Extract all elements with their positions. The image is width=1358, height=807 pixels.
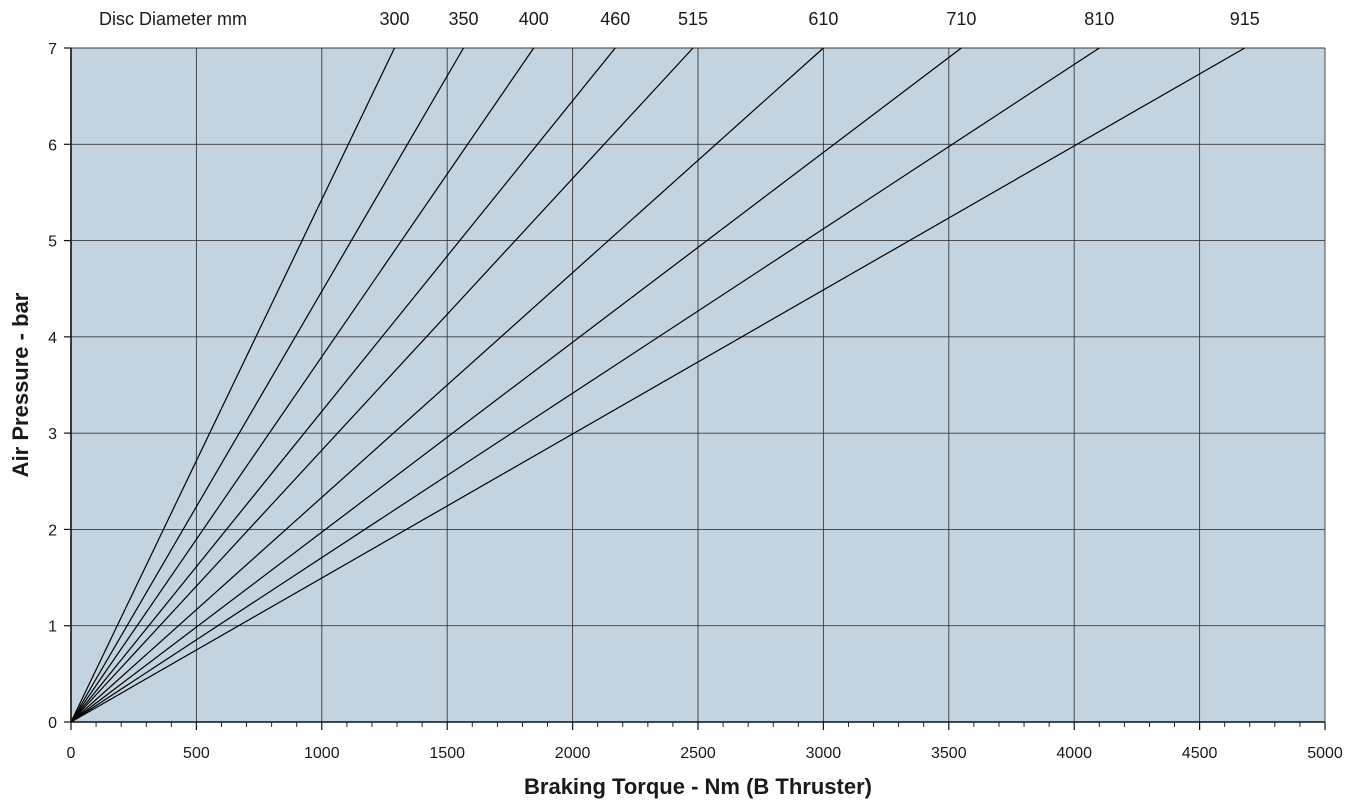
y-tick-label: 3 (48, 426, 57, 443)
x-tick-label: 3000 (806, 745, 842, 762)
disc-diameter-label: 460 (600, 9, 630, 29)
series-line-300 (70, 47, 396, 723)
y-tick-label: 0 (48, 715, 57, 732)
x-tick-label: 3500 (931, 745, 967, 762)
series-line-515 (70, 47, 694, 723)
axes (64, 47, 1326, 730)
disc-diameter-label: 710 (946, 9, 976, 29)
disc-diameter-header: Disc Diameter mm 300 350 400 460 515 610 710 81… (99, 9, 1260, 29)
disc-diameter-label: 300 (380, 9, 410, 29)
y-tick-label: 6 (48, 137, 57, 154)
series-line-400 (70, 47, 535, 723)
x-tick-label: 5000 (1307, 745, 1343, 762)
x-tick-label: 0 (67, 745, 76, 762)
x-tick-label: 1000 (304, 745, 340, 762)
gridlines (71, 47, 1326, 722)
series-line-810 (70, 47, 1100, 723)
y-tick-label: 5 (48, 234, 57, 251)
series-line-350 (70, 47, 465, 723)
series-line-710 (70, 47, 962, 723)
disc-diameter-label: 915 (1230, 9, 1260, 29)
series-line-915 (70, 47, 1246, 723)
x-tick-label: 4000 (1056, 745, 1092, 762)
disc-diameter-label: 350 (448, 9, 478, 29)
disc-diameter-title: Disc Diameter mm (99, 9, 247, 29)
x-tick-label: 1500 (429, 745, 465, 762)
x-tick-label: 4500 (1182, 745, 1218, 762)
tick-labels: 0 500 1000 1500 2000 2500 3000 3500 4000 4500 5000… (48, 41, 1343, 762)
x-tick-label: 2500 (680, 745, 716, 762)
y-tick-label: 2 (48, 522, 57, 539)
x-axis-title: Braking Torque - Nm (B Thruster) (524, 774, 872, 799)
series-lines (70, 47, 1246, 723)
series-line-460 (70, 47, 616, 723)
x-tick-label: 2000 (555, 745, 591, 762)
y-tick-label: 7 (48, 41, 57, 58)
disc-diameter-label: 400 (519, 9, 549, 29)
disc-diameter-label: 810 (1084, 9, 1114, 29)
series-line-610 (70, 47, 824, 723)
y-tick-label: 4 (48, 330, 57, 347)
disc-diameter-label: 610 (808, 9, 838, 29)
y-axis-title: Air Pressure - bar (8, 292, 33, 477)
disc-diameter-label: 515 (678, 9, 708, 29)
y-tick-label: 1 (48, 619, 57, 636)
x-tick-label: 500 (183, 745, 210, 762)
